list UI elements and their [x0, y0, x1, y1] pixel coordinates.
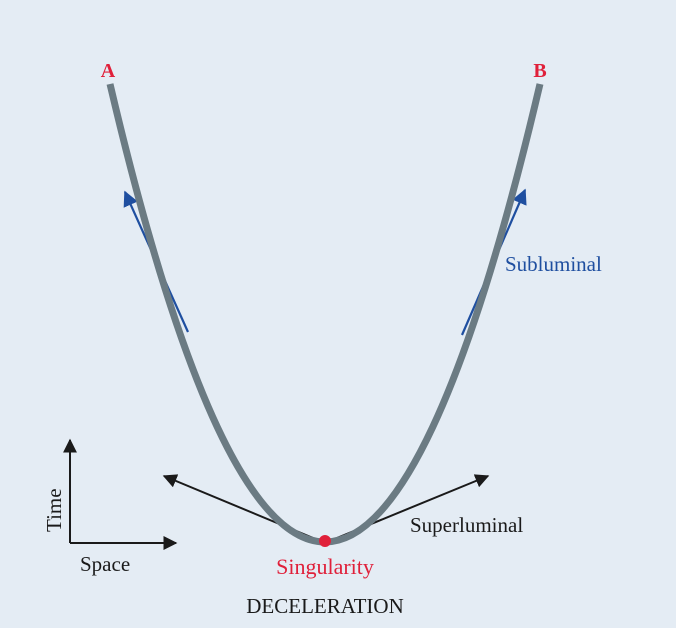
point-b-label: B [533, 60, 546, 82]
point-a-label: A [101, 60, 116, 82]
worldline-curve [106, 83, 544, 546]
space-axis-label: Space [80, 552, 130, 576]
singularity-label: Singularity [276, 554, 374, 579]
singularity-dot [319, 535, 331, 547]
subluminal-label: Subluminal [505, 252, 602, 276]
superluminal-label: Superluminal [410, 513, 523, 537]
deceleration-caption: DECELERATION [246, 594, 403, 618]
time-axis-label: Time [42, 488, 66, 532]
